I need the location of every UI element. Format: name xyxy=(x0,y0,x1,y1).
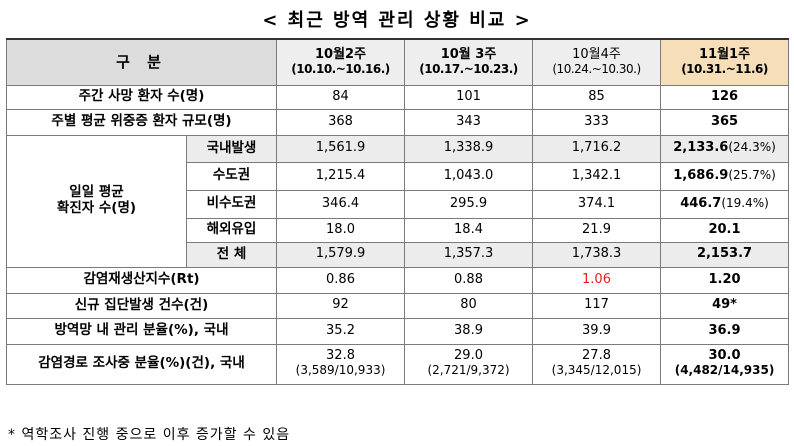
daily-label-line1: 일일 평균 xyxy=(69,184,124,201)
week-header-2: 10월 3주 (10.17.~10.23.) xyxy=(404,38,534,86)
week-range: (10.24.~10.30.) xyxy=(552,61,641,76)
sub-label: 해외유입 xyxy=(185,217,278,243)
deaths-row: 주간 사망 환자 수(명) 84 101 85 126 xyxy=(5,84,790,110)
cell: 80 xyxy=(404,292,534,319)
cell: 117 xyxy=(532,292,662,319)
cell: 101 xyxy=(404,84,534,110)
cell: 1.20 xyxy=(660,266,790,294)
row-label: 주별 평균 위중증 환자 규모(명) xyxy=(5,108,278,136)
cell: 84 xyxy=(276,84,406,110)
comparison-table: 구 분 10월2주 (10.10.~10.16.) 10월 3주 (10.17.… xyxy=(5,38,790,385)
week-name: 11월1주 xyxy=(698,46,751,62)
row-label: 신규 집단발생 건수(건) xyxy=(5,292,278,319)
week-range: (10.17.~10.23.) xyxy=(419,61,518,76)
daily-label-line2: 확진자 수(명) xyxy=(56,200,137,216)
rt-row: 감염재생산지수(Rt) 0.86 0.88 1.06 1.20 xyxy=(5,266,790,294)
header-row: 구 분 10월2주 (10.10.~10.16.) 10월 3주 (10.17.… xyxy=(5,38,790,86)
week-range: (10.10.~10.16.) xyxy=(291,61,390,76)
sub-label: 수도권 xyxy=(185,161,278,191)
cell: 2,133.6(24.3%) xyxy=(660,134,790,163)
cell: 2,153.7 xyxy=(660,241,790,268)
sub-label: 비수도권 xyxy=(185,189,278,219)
clusters-row: 신규 집단발생 건수(건) 92 80 117 49* xyxy=(5,292,790,319)
cell: 32.8 (3,589/10,933) xyxy=(276,343,406,385)
cell-value: 32.8 xyxy=(326,348,355,364)
cell: 1,716.2 xyxy=(532,134,662,163)
week-name: 10월 3주 xyxy=(440,46,497,62)
week-name: 10월4주 xyxy=(572,46,621,62)
cell-value: 2,133.6 xyxy=(673,140,729,156)
managed-row: 방역망 내 관리 분율(%), 국내 35.2 38.9 39.9 36.9 xyxy=(5,317,790,345)
cell: 29.0 (2,721/9,372) xyxy=(404,343,534,385)
cell: 1,686.9(25.7%) xyxy=(660,161,790,191)
cell-pct: (19.4%) xyxy=(721,195,769,210)
week-header-4: 11월1주 (10.31.~11.6) xyxy=(660,38,790,86)
cell: 1.06 xyxy=(532,266,662,294)
cell: 18.4 xyxy=(404,217,534,243)
cell-value: 29.0 xyxy=(454,348,483,364)
cell-pct: (25.7%) xyxy=(728,167,776,182)
category-header: 구 분 xyxy=(5,38,278,86)
cell: 1,579.9 xyxy=(276,241,406,268)
capital-row: 수도권 1,215.4 1,043.0 1,342.1 1,686.9(25.7… xyxy=(7,161,790,191)
cell: 1,561.9 xyxy=(276,134,406,163)
row-label: 감염경로 조사중 분율(%)(건), 국내 xyxy=(5,343,278,385)
cell: 27.8 (3,345/12,015) xyxy=(532,343,662,385)
cell: 1,215.4 xyxy=(276,161,406,191)
cell: 446.7(19.4%) xyxy=(660,189,790,219)
total-row: 전 체 1,579.9 1,357.3 1,738.3 2,153.7 xyxy=(7,241,790,268)
cell-pct: (24.3%) xyxy=(728,140,776,155)
cell: 36.9 xyxy=(660,317,790,345)
cell: 343 xyxy=(404,108,534,136)
sub-label: 국내발생 xyxy=(185,134,278,163)
cell: 1,342.1 xyxy=(532,161,662,191)
cell: 368 xyxy=(276,108,406,136)
cell: 333 xyxy=(532,108,662,136)
daily-group-label: 일일 평균 확진자 수(명) xyxy=(6,134,187,268)
cell: 1,738.3 xyxy=(532,241,662,268)
cell: 1,043.0 xyxy=(404,161,534,191)
cell-value: 30.0 xyxy=(708,348,741,364)
cell: 38.9 xyxy=(404,317,534,345)
row-label: 감염재생산지수(Rt) xyxy=(5,266,278,294)
row-label: 방역망 내 관리 분율(%), 국내 xyxy=(5,317,278,345)
week-header-3: 10월4주 (10.24.~10.30.) xyxy=(532,38,662,86)
week-name: 10월2주 xyxy=(314,46,367,62)
investigating-row: 감염경로 조사중 분율(%)(건), 국내 32.8 (3,589/10,933)… xyxy=(5,343,790,385)
cell: 374.1 xyxy=(532,189,662,219)
cell: 1,357.3 xyxy=(404,241,534,268)
cell-count: (3,345/12,015) xyxy=(551,363,642,377)
cell: 21.9 xyxy=(532,217,662,243)
cell-value: 1,686.9 xyxy=(673,167,729,183)
cell: 49* xyxy=(660,292,790,319)
cell: 39.9 xyxy=(532,317,662,345)
severe-row: 주별 평균 위중증 환자 규모(명) 368 343 333 365 xyxy=(5,108,790,136)
cell: 92 xyxy=(276,292,406,319)
cell: 346.4 xyxy=(276,189,406,219)
cell: 85 xyxy=(532,84,662,110)
cell: 295.9 xyxy=(404,189,534,219)
week-range: (10.31.~11.6) xyxy=(681,61,768,76)
cell: 18.0 xyxy=(276,217,406,243)
cell: 30.0 (4,482/14,935) xyxy=(660,343,790,385)
footnote: * 역학조사 진행 중으로 이후 증가할 수 있음 xyxy=(8,427,291,443)
cell-count: (2,721/9,372) xyxy=(427,363,510,377)
cell-value: 27.8 xyxy=(582,348,611,364)
cell-value: 446.7 xyxy=(680,195,722,211)
cell: 126 xyxy=(660,84,790,110)
cell: 0.86 xyxy=(276,266,406,294)
domestic-row: 일일 평균 확진자 수(명) 국내발생 1,561.9 1,338.9 1,71… xyxy=(6,134,790,268)
cell: 365 xyxy=(660,108,790,136)
cell: 20.1 xyxy=(660,217,790,243)
cell: 0.88 xyxy=(404,266,534,294)
cell-count: (3,589/10,933) xyxy=(295,363,386,377)
cell: 35.2 xyxy=(276,317,406,345)
cell: 1,338.9 xyxy=(404,134,534,163)
cell-count: (4,482/14,935) xyxy=(674,363,775,377)
sub-label: 전 체 xyxy=(185,241,278,268)
row-label: 주간 사망 환자 수(명) xyxy=(5,84,278,110)
page-title: < 최근 방역 관리 상황 비교 > xyxy=(262,10,532,31)
week-header-1: 10월2주 (10.10.~10.16.) xyxy=(276,38,406,86)
